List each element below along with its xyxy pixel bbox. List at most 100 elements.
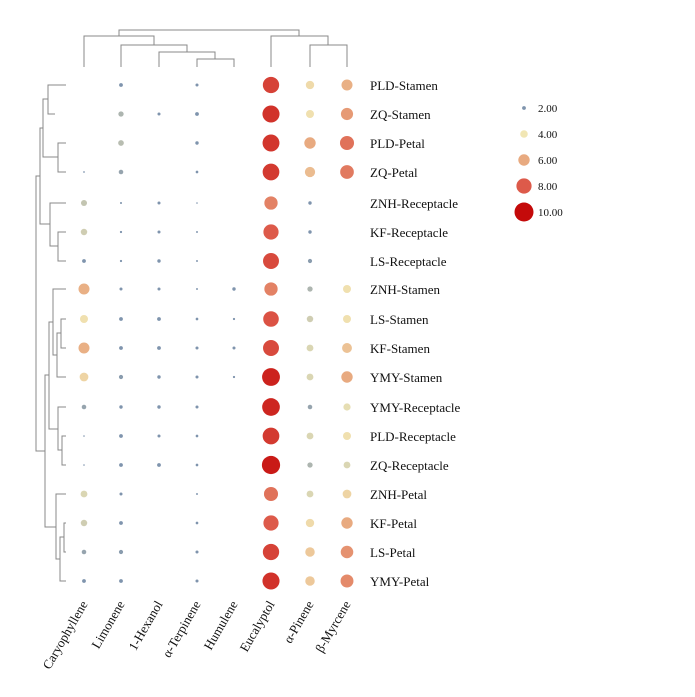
row-label: KF-Petal — [370, 516, 417, 531]
row-dendrogram-link — [59, 536, 66, 582]
bubble-point — [83, 464, 85, 466]
bubble-point — [196, 493, 198, 495]
bubble-point — [118, 374, 124, 380]
row-label: ZNH-Receptacle — [370, 196, 458, 211]
bubble-point — [78, 342, 90, 354]
bubble-point — [307, 286, 313, 292]
bubble-point — [343, 315, 351, 323]
row-label: ZNH-Petal — [370, 487, 427, 502]
bubble-point — [119, 346, 123, 350]
bubble-point — [196, 260, 198, 262]
bubble-point — [119, 317, 123, 321]
bubble-point — [195, 83, 199, 87]
bubble-point — [264, 282, 278, 296]
bubble-point — [232, 317, 236, 321]
bubble-point — [81, 404, 87, 410]
row-label: ZQ-Petal — [370, 165, 418, 180]
bubble-point — [306, 110, 314, 118]
column-label: Limonene — [88, 598, 127, 651]
bubble-point — [263, 340, 279, 356]
legend-bubble — [514, 202, 534, 222]
row-labels: PLD-Stamen ZQ-Stamen PLD-Petal ZQ-Petal ZNH-… — [370, 78, 460, 589]
bubble-point — [262, 427, 280, 445]
bubble-point — [119, 521, 123, 525]
bubble-point — [340, 165, 354, 179]
bubble-point — [119, 405, 123, 409]
row-label: YMY-Petal — [370, 574, 430, 589]
column-label: Eucalyptol — [236, 598, 277, 655]
bubble-point — [341, 517, 353, 529]
column-label: β-Myrcene — [312, 598, 354, 655]
bubble-point — [305, 80, 315, 90]
bubble-point — [119, 492, 123, 496]
legend-label: 6.00 — [538, 155, 558, 167]
bubble-point — [195, 521, 199, 525]
column-label: α-Terpinene — [159, 598, 204, 660]
bubble-point — [119, 579, 123, 583]
legend-label: 10.00 — [538, 207, 563, 219]
row-dendrogram-link — [63, 522, 66, 553]
bubble-point — [80, 519, 88, 527]
row-dendrogram-link — [61, 435, 66, 466]
bubble-point — [305, 518, 315, 528]
column-dendrogram-link — [309, 44, 348, 67]
bubble-point — [263, 486, 279, 502]
bubble-point — [196, 202, 198, 204]
row-dendrogram-link — [42, 98, 58, 158]
row-label: LS-Receptacle — [370, 254, 447, 269]
bubble-point — [263, 224, 279, 240]
bubble-point — [195, 346, 199, 350]
legend-bubble — [518, 154, 530, 166]
bubble-point — [305, 576, 315, 586]
column-label: Humulene — [201, 598, 241, 653]
column-label: Caryophyllene — [39, 598, 90, 672]
row-dendrogram-link — [47, 84, 66, 115]
column-label: α-Pinene — [280, 598, 316, 646]
bubble-point — [341, 371, 353, 383]
bubble-point — [342, 489, 352, 499]
bubble-point — [264, 196, 278, 210]
bubble-point — [118, 140, 124, 146]
row-dendrogram-link — [44, 374, 56, 528]
bubble-point — [195, 550, 199, 554]
bubble-point — [157, 230, 161, 234]
row-label: KF-Stamen — [370, 341, 430, 356]
bubble-point — [196, 231, 198, 233]
bubble-point — [343, 461, 351, 469]
bubble-point — [262, 105, 280, 123]
column-dendrogram-link — [270, 35, 329, 67]
row-dendrogram-link — [39, 127, 50, 225]
row-label: YMY-Receptacle — [370, 400, 460, 415]
legend-label: 2.00 — [538, 103, 558, 115]
bubble-point — [119, 287, 123, 291]
bubble-point — [340, 574, 354, 588]
bubble-point — [195, 375, 199, 379]
bubble-point — [340, 107, 354, 121]
row-label: PLD-Stamen — [370, 78, 438, 93]
bubble-point — [79, 372, 89, 382]
bubble-point — [118, 169, 124, 175]
bubble-point — [157, 346, 161, 350]
bubble-point — [341, 79, 353, 91]
bubble-point — [118, 111, 124, 117]
size-color-legend: 2.00 4.00 6.00 8.00 10.00 — [514, 103, 563, 222]
row-label: YMY-Stamen — [370, 370, 443, 385]
bubble-point — [80, 315, 88, 323]
bubble-point — [308, 230, 312, 234]
bubble-point — [262, 76, 280, 94]
bubble-point — [262, 543, 280, 561]
bubble-point — [195, 141, 199, 145]
bubble-point — [304, 137, 316, 149]
bubble-grid — [78, 76, 355, 590]
bubble-point — [307, 404, 313, 410]
bubble-point — [306, 432, 314, 440]
bubble-point — [262, 163, 280, 181]
bubble-point — [82, 259, 86, 263]
bubble-point — [196, 288, 198, 290]
bubble-point — [80, 228, 88, 236]
bubble-point — [119, 230, 123, 234]
column-dendrogram-link — [83, 35, 155, 67]
legend-label: 8.00 — [538, 181, 558, 193]
bubble-point — [306, 373, 314, 381]
